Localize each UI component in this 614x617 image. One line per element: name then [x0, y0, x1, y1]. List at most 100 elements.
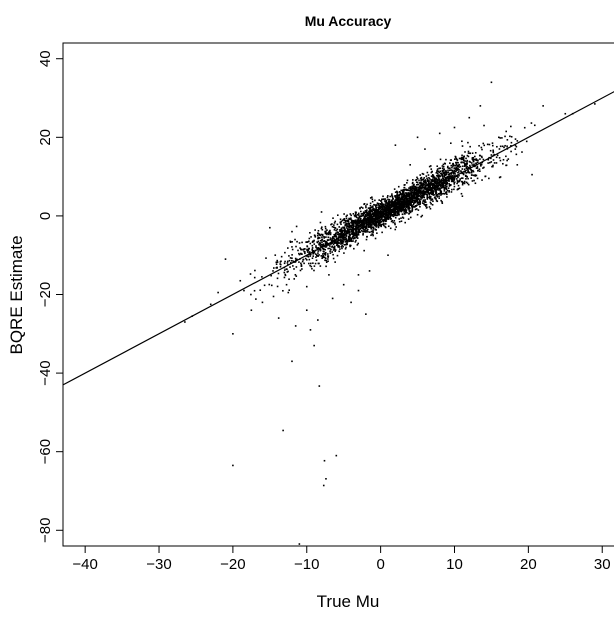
data-point	[451, 175, 453, 177]
data-point	[291, 257, 293, 260]
data-point	[276, 267, 278, 269]
data-point	[366, 235, 368, 238]
data-point	[490, 154, 493, 156]
data-point	[462, 165, 464, 168]
data-point	[438, 132, 441, 135]
data-point	[344, 248, 347, 250]
data-point	[439, 192, 442, 194]
data-point	[414, 201, 416, 204]
data-point	[407, 207, 409, 209]
data-point	[326, 239, 329, 241]
data-point	[380, 225, 382, 228]
data-point	[461, 168, 464, 170]
data-point	[440, 187, 443, 189]
data-point	[331, 236, 334, 239]
data-point	[321, 247, 324, 250]
data-point	[345, 246, 347, 249]
data-point	[319, 265, 322, 267]
data-point	[382, 204, 384, 207]
data-point	[400, 201, 403, 203]
data-point	[429, 189, 432, 192]
data-point	[480, 165, 482, 167]
data-point	[362, 225, 364, 228]
data-point	[457, 180, 459, 183]
data-point	[377, 226, 380, 229]
data-point	[438, 167, 440, 170]
data-point	[372, 227, 375, 230]
data-point	[377, 225, 379, 227]
data-point	[411, 209, 414, 211]
data-point	[498, 176, 501, 179]
data-point	[331, 225, 334, 228]
data-point	[372, 212, 374, 214]
data-point	[442, 184, 445, 186]
data-point	[341, 230, 344, 232]
data-point	[365, 221, 368, 224]
data-point	[419, 174, 422, 176]
data-point	[481, 179, 483, 181]
data-point	[475, 158, 478, 160]
data-point	[470, 169, 472, 171]
data-point	[403, 206, 405, 209]
data-point	[450, 169, 452, 171]
data-point	[359, 231, 362, 233]
data-point	[370, 221, 373, 224]
data-point	[423, 195, 425, 197]
data-point	[407, 189, 410, 192]
data-point	[404, 194, 407, 197]
data-point	[398, 220, 401, 223]
data-point	[430, 168, 433, 170]
data-point	[510, 135, 513, 138]
data-point	[322, 484, 325, 487]
data-point	[404, 204, 407, 206]
data-point	[322, 247, 325, 250]
data-point	[385, 220, 388, 222]
data-point	[410, 194, 413, 196]
data-point	[469, 161, 472, 163]
data-point	[355, 229, 357, 231]
data-point	[380, 200, 383, 202]
data-point	[441, 202, 444, 205]
data-point	[284, 273, 287, 276]
data-point	[319, 242, 322, 245]
data-point	[386, 216, 389, 219]
data-point	[477, 169, 479, 172]
data-point	[377, 219, 379, 221]
data-point	[345, 223, 348, 225]
data-point	[437, 185, 440, 188]
data-point	[348, 228, 351, 230]
data-point	[441, 200, 443, 203]
data-point	[392, 221, 394, 224]
data-point	[324, 240, 327, 243]
data-point	[391, 210, 394, 212]
data-point	[437, 170, 440, 173]
data-point	[351, 227, 354, 230]
data-point	[322, 243, 325, 245]
data-point	[361, 222, 364, 224]
data-point	[419, 189, 422, 192]
data-point	[377, 211, 380, 214]
data-point	[359, 221, 362, 224]
data-point	[426, 196, 429, 198]
data-point	[284, 251, 286, 254]
data-point	[319, 234, 322, 237]
data-point	[334, 220, 337, 223]
data-point	[350, 226, 352, 229]
data-point	[358, 231, 361, 234]
data-point	[291, 248, 294, 251]
data-point	[345, 237, 347, 240]
data-point	[329, 237, 332, 239]
data-point	[453, 126, 456, 129]
data-point	[394, 205, 397, 208]
data-point	[276, 259, 279, 262]
data-point	[380, 205, 383, 208]
data-point	[465, 172, 468, 174]
data-point	[403, 193, 406, 196]
data-point	[345, 215, 348, 218]
data-point	[430, 179, 433, 182]
data-point	[372, 219, 374, 222]
data-point	[276, 277, 279, 280]
data-point	[326, 232, 329, 235]
data-point	[369, 202, 372, 205]
data-point	[506, 145, 508, 148]
